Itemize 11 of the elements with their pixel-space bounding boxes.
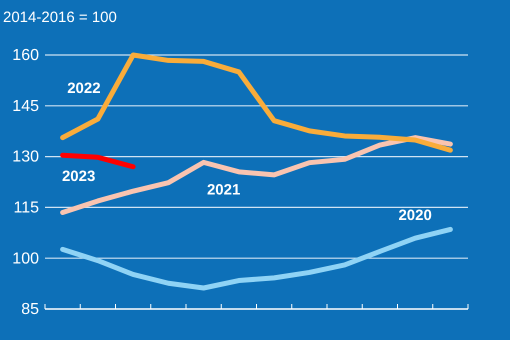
series-label: 2023 bbox=[62, 168, 96, 186]
series-label: 2022 bbox=[67, 80, 101, 98]
series-label: 2021 bbox=[206, 181, 240, 198]
series-label: 2020 bbox=[398, 207, 432, 224]
y-tick-label: 130 bbox=[12, 148, 40, 166]
y-tick-label: 100 bbox=[12, 250, 40, 268]
y-tick-label: 115 bbox=[13, 200, 40, 217]
y-tick-label: 85 bbox=[21, 301, 40, 318]
chart-title: 2014-2016 = 100 bbox=[3, 9, 117, 26]
y-tick-label: 160 bbox=[12, 47, 40, 64]
y-tick-label: 145 bbox=[12, 98, 40, 115]
